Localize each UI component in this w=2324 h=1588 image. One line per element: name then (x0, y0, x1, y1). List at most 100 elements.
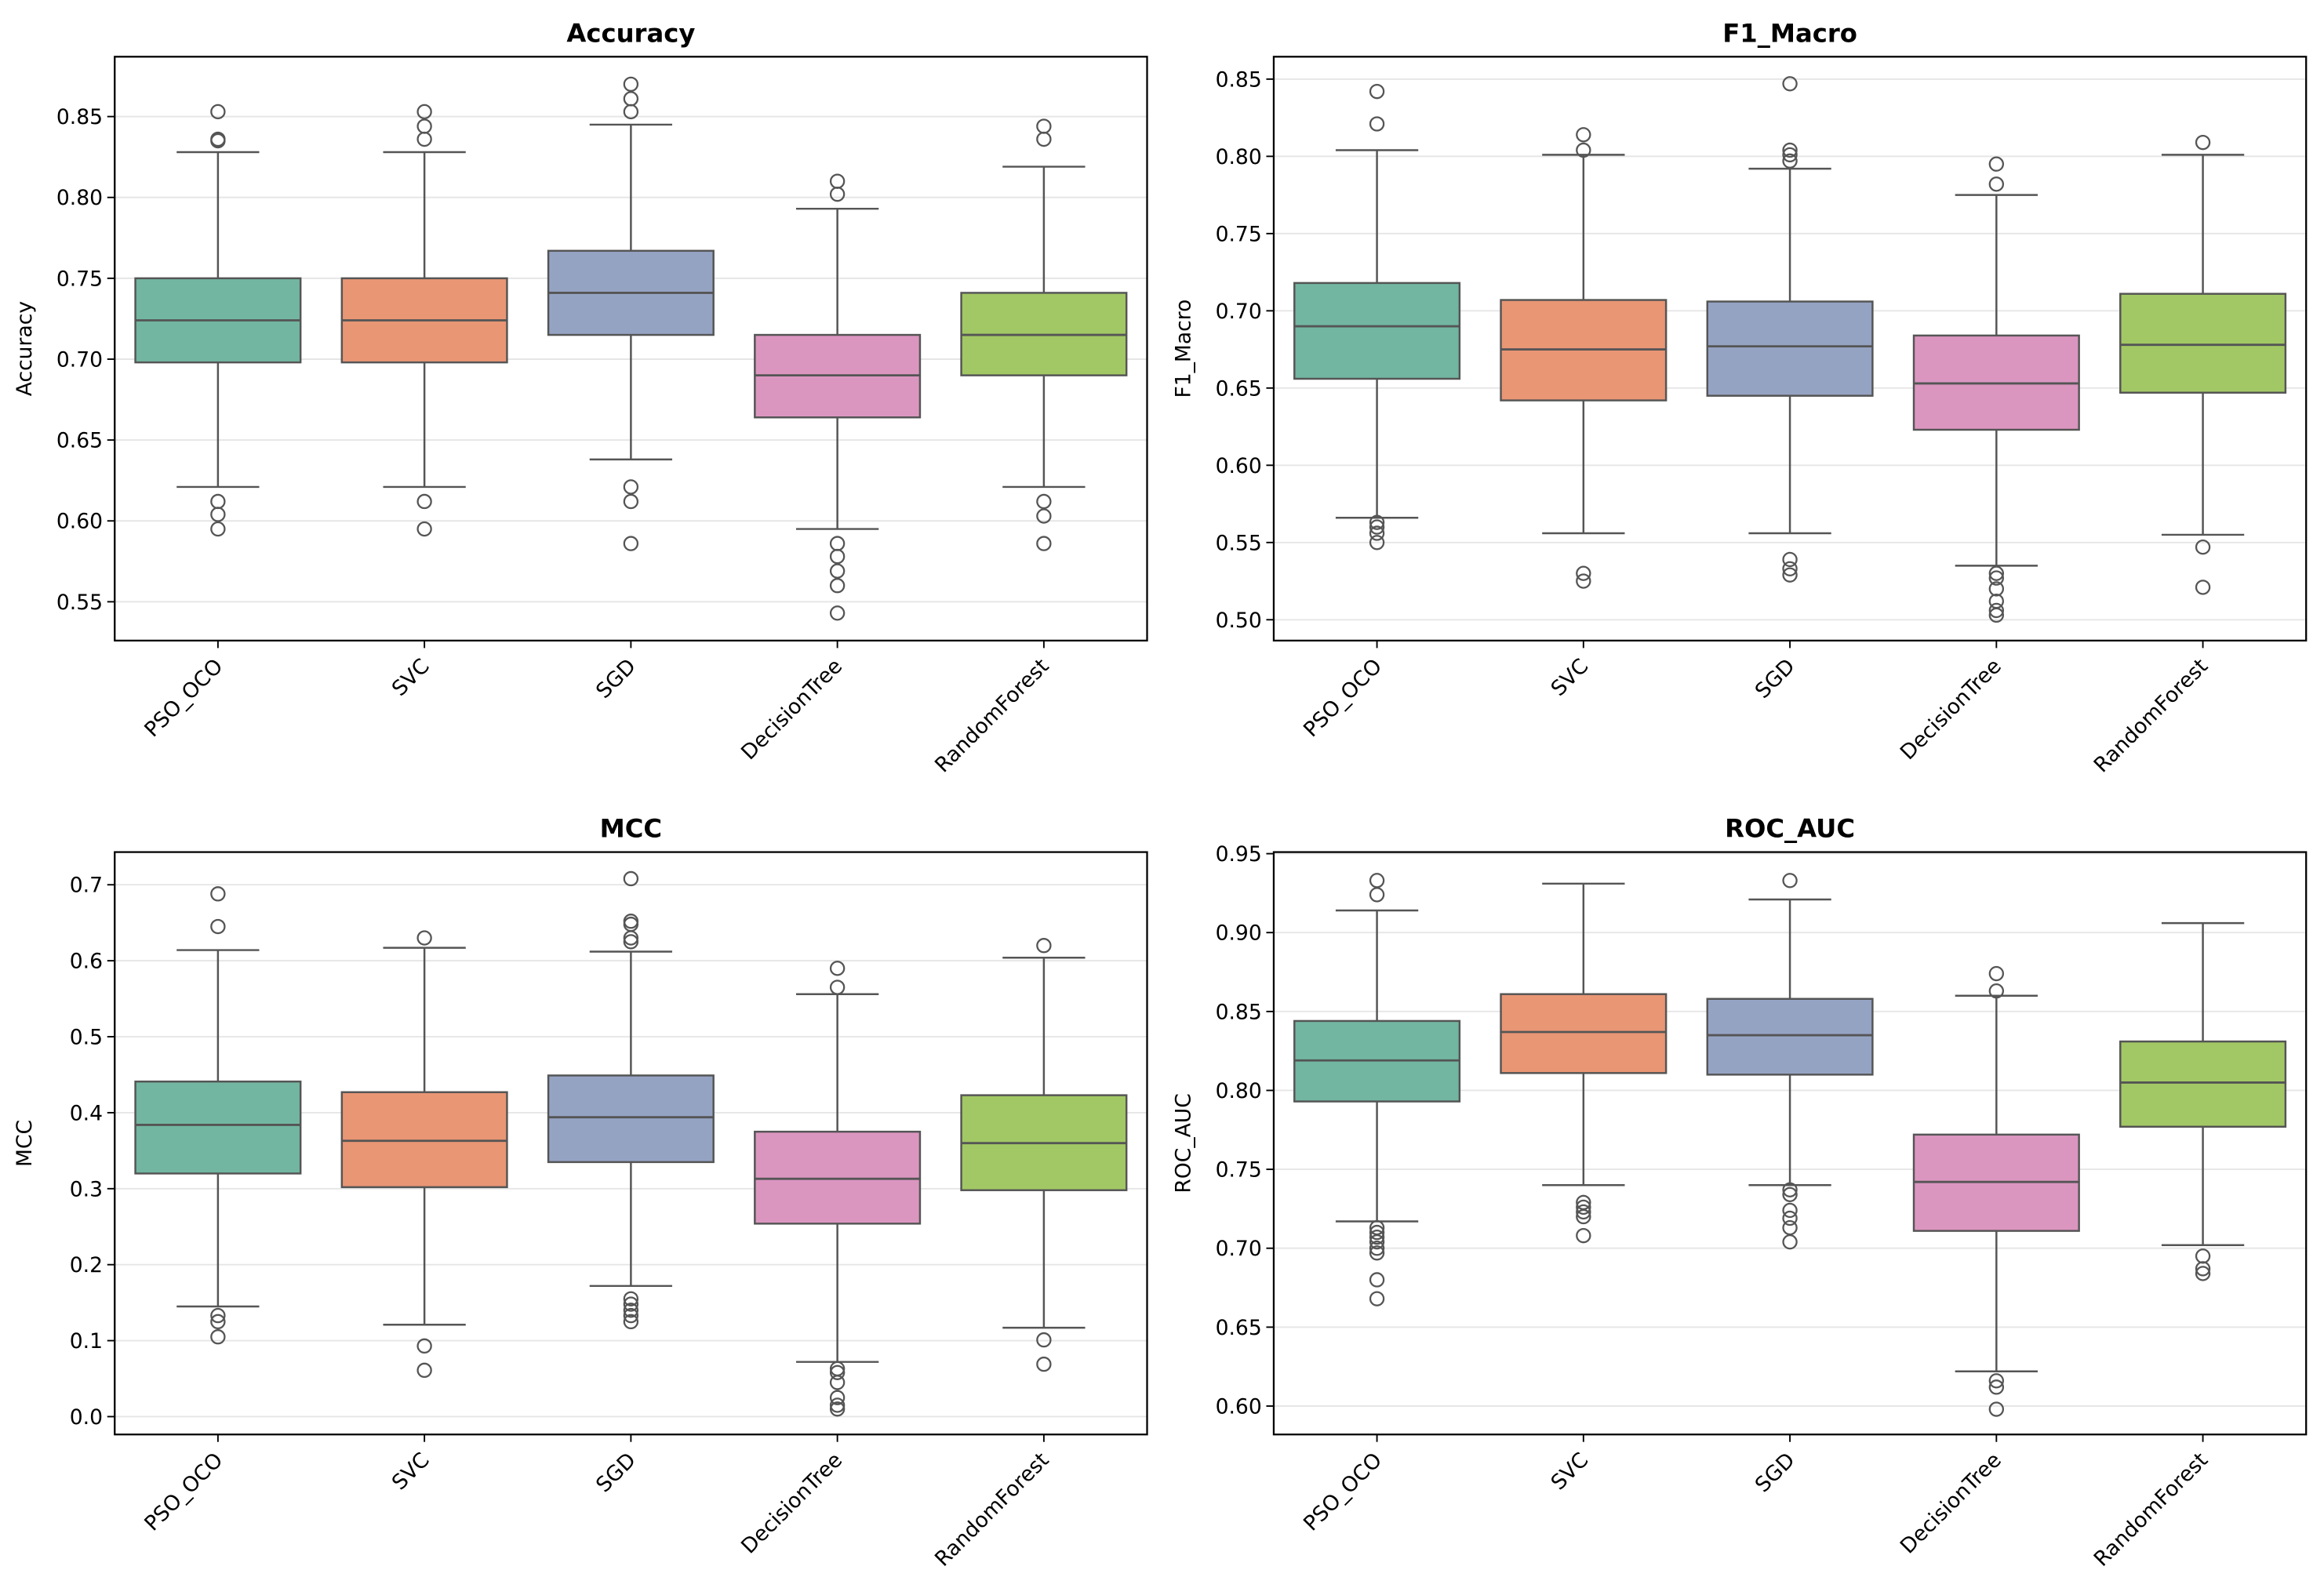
iqr-box (2119, 1040, 2287, 1128)
outlier-point (829, 1397, 846, 1413)
iqr-box (340, 1091, 508, 1189)
subplot-accuracy: 0.55 0.60 0.65 0.70 0.75 0.80 0.85 PSO_OCO SVC SG… (13, 18, 1148, 777)
outlier-point (1782, 1234, 1798, 1250)
box-pso_oco (1293, 83, 1461, 551)
x-tick-label: SVC (387, 1448, 435, 1495)
outlier-point (623, 91, 639, 107)
y-tick-label: 0.70 (1216, 1237, 1262, 1261)
outlier-point (623, 1296, 639, 1312)
iqr-box (1500, 993, 1668, 1074)
outlier-point (829, 605, 846, 621)
subplot-roc-auc: 0.60 0.65 0.70 0.75 0.80 0.85 0.90 0.95 PSO_OCO S… (1172, 814, 2308, 1572)
box-sgd (547, 76, 715, 551)
outlier-point (1782, 1182, 1798, 1197)
outlier-point (1988, 1379, 2005, 1395)
outlier-point (1369, 116, 1385, 132)
x-tick-label: SVC (387, 654, 435, 701)
outlier-point (829, 979, 846, 995)
outlier-point (829, 961, 846, 976)
box-randomforest (960, 938, 1128, 1372)
outlier-point (210, 507, 226, 522)
outlier-point (1036, 508, 1052, 524)
x-tick-label: RandomForest (2089, 1448, 2213, 1571)
box-decisiontree (754, 961, 922, 1417)
outlier-point (416, 493, 432, 510)
y-axis-label: ROC_AUC (1172, 1093, 1196, 1193)
outlier-point (210, 1314, 226, 1330)
outlier-point (1369, 887, 1385, 903)
chart-title: F1_Macro (1722, 18, 1857, 48)
x-tick-label: DecisionTree (736, 1448, 847, 1558)
outlier-point (1369, 873, 1385, 888)
outlier-point (210, 493, 226, 510)
box-sgd (547, 870, 715, 1330)
outlier-point (829, 1401, 846, 1417)
outlier-point (829, 548, 846, 565)
y-tick-label: 0.75 (1216, 222, 1262, 246)
chart-title: ROC_AUC (1725, 814, 1855, 844)
outlier-point (1576, 1199, 1591, 1216)
outlier-point (1576, 127, 1591, 143)
outlier-point (1576, 1204, 1591, 1220)
outlier-point (623, 493, 639, 510)
outlier-point (1369, 525, 1385, 541)
outlier-point (1988, 1373, 2005, 1389)
y-tick-label: 0.70 (56, 347, 103, 372)
outlier-point (416, 104, 432, 120)
outlier-point (623, 1314, 639, 1330)
y-tick-label: 0.65 (1216, 376, 1262, 401)
outlier-point (210, 918, 226, 935)
box-pso_oco (1293, 873, 1461, 1306)
outlier-point (623, 934, 639, 950)
outlier-point (416, 131, 432, 147)
x-tick-label: SGD (1751, 654, 1800, 703)
box-sgd (1706, 873, 1874, 1250)
y-tick-label: 0.55 (1216, 531, 1262, 555)
outlier-point (829, 1390, 846, 1405)
box-randomforest (2119, 134, 2287, 595)
outlier-point (1576, 1208, 1591, 1225)
outlier-point (1576, 142, 1591, 158)
x-tick-label: RandomForest (2089, 654, 2213, 777)
chart-title: MCC (600, 814, 662, 844)
outlier-point (623, 870, 639, 887)
axes-frame (1272, 56, 2308, 642)
outlier-point (1036, 131, 1052, 147)
outlier-point (623, 930, 639, 946)
x-tick-label: PSO_OCO (140, 654, 227, 742)
outlier-point (1988, 570, 2005, 586)
outlier-point (1369, 1234, 1385, 1250)
outlier-point (1988, 965, 2005, 982)
y-tick-label: 0.1 (70, 1329, 103, 1354)
y-tick-label: 0.85 (56, 105, 103, 129)
y-tick-label: 0.80 (1216, 145, 1262, 169)
box-randomforest (2119, 921, 2287, 1281)
outlier-point (1576, 1227, 1591, 1244)
outlier-point (829, 173, 846, 189)
y-tick-label: 0.80 (1216, 1079, 1262, 1103)
outlier-point (210, 521, 226, 537)
outlier-point (1369, 83, 1385, 100)
outlier-point (416, 930, 432, 946)
outlier-point (1988, 565, 2005, 581)
outlier-point (2195, 1261, 2211, 1277)
x-tick-label: PSO_OCO (1299, 654, 1387, 742)
y-tick-label: 0.85 (1216, 1000, 1262, 1024)
outlier-point (1369, 1224, 1385, 1241)
box-pso_oco (134, 886, 302, 1345)
x-tick-label: PSO_OCO (1299, 1448, 1387, 1535)
outlier-point (210, 1329, 226, 1345)
outlier-point (1369, 1291, 1385, 1306)
x-tick-label: SGD (591, 1448, 641, 1497)
outlier-point (1369, 1229, 1385, 1245)
outlier-point (1988, 156, 2005, 172)
outlier-point (623, 1303, 639, 1318)
outlier-point (210, 104, 226, 120)
iqr-box (1293, 282, 1461, 380)
x-tick-label: DecisionTree (1896, 654, 2006, 765)
x-tick-label: SVC (1547, 654, 1594, 701)
y-tick-label: 0.0 (70, 1405, 103, 1430)
outlier-point (623, 1307, 639, 1324)
outlier-point (1576, 573, 1591, 589)
outlier-point (623, 536, 639, 551)
